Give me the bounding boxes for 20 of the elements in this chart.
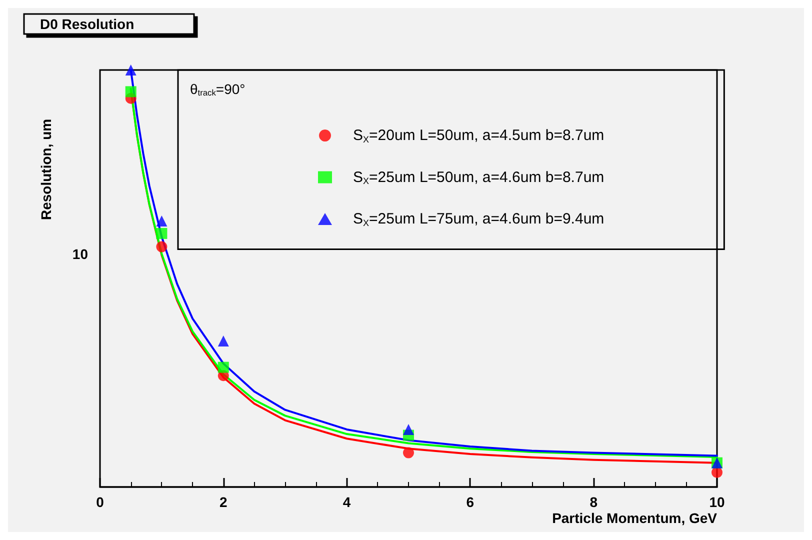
- point: [712, 466, 722, 478]
- x-tick-label: 6: [466, 494, 474, 510]
- x-tick-label: 10: [709, 494, 725, 510]
- point: [125, 64, 136, 76]
- point: [156, 241, 168, 252]
- x-axis-title: Particle Momentum, GeV: [552, 510, 718, 526]
- y-axis-title: Resolution, um: [38, 118, 54, 220]
- point: [156, 228, 168, 239]
- x-tick-label: 8: [590, 494, 598, 510]
- x-tick-label: 4: [342, 494, 351, 510]
- point: [156, 215, 168, 226]
- x-tick-label: 2: [220, 494, 228, 510]
- chart-title: D0 Resolution: [40, 16, 134, 32]
- point: [218, 336, 229, 347]
- point: [403, 447, 414, 458]
- x-tick-label: 0: [96, 494, 104, 510]
- text: 10: [72, 246, 88, 262]
- point: [218, 362, 229, 373]
- point: [403, 424, 414, 435]
- point: [125, 86, 136, 98]
